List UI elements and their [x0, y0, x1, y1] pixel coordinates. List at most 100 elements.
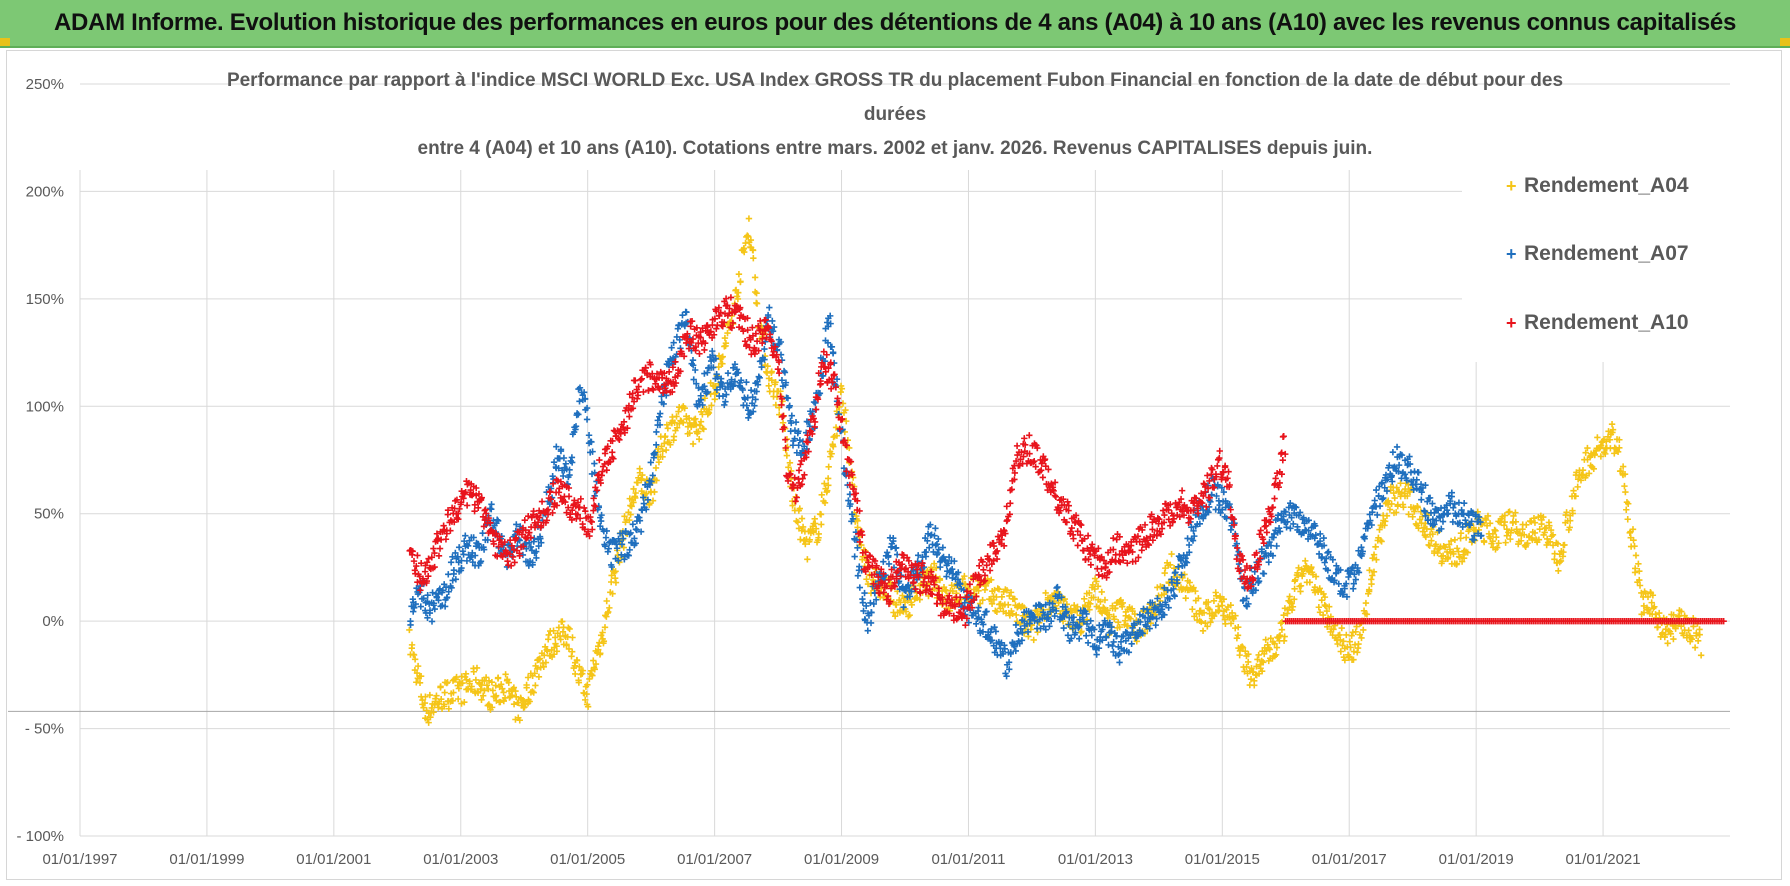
series-rendement-a04-point — [488, 679, 496, 686]
series-rendement-a04-point — [828, 450, 835, 457]
series-rendement-a04-point — [421, 699, 429, 707]
series-rendement-a07-point — [890, 535, 897, 542]
series-rendement-a07-point — [1407, 469, 1415, 476]
series-rendement-a04-point — [505, 679, 512, 686]
series-rendement-a07-point — [601, 543, 609, 550]
x-tick-label: 01/01/2013 — [1058, 851, 1133, 868]
series-rendement-a07-point — [591, 460, 598, 467]
series-rendement-a07-point — [656, 413, 663, 420]
series-rendement-a07-point — [975, 604, 982, 611]
series-rendement-a07-point — [470, 534, 477, 541]
series-rendement-a04-point — [1547, 526, 1555, 534]
series-rendement-a04-point — [1190, 584, 1197, 591]
series-rendement-a04-point — [821, 499, 829, 507]
series-rendement-a04-point — [891, 612, 899, 620]
series-rendement-a04-point — [1591, 451, 1599, 458]
series-rendement-a04-point — [1404, 492, 1411, 500]
series-rendement-a07-point — [1087, 617, 1094, 625]
series-rendement-a10-point — [1110, 535, 1117, 542]
series-rendement-a07-point — [719, 392, 727, 400]
series-rendement-a04-point — [1227, 601, 1234, 609]
series-rendement-a07-point — [1460, 499, 1468, 507]
series-rendement-a04-point — [1033, 608, 1041, 615]
series-rendement-a04-point — [832, 424, 840, 431]
series-rendement-a04-point — [523, 684, 530, 691]
series-rendement-a04-point — [1685, 627, 1692, 634]
series-rendement-a04-point — [724, 329, 731, 337]
series-rendement-a04-point — [1097, 598, 1104, 605]
series-rendement-a04-point — [1428, 537, 1435, 544]
series-rendement-a04-point — [1280, 611, 1287, 619]
series-rendement-a04-point — [838, 385, 846, 392]
series-rendement-a07-point — [1064, 632, 1072, 639]
series-rendement-a04-point — [1006, 592, 1013, 600]
series-rendement-a07-point — [1016, 640, 1023, 647]
series-rendement-a07-point — [806, 435, 813, 443]
series-rendement-a10-point — [609, 449, 616, 456]
series-rendement-a07-point — [618, 551, 625, 559]
series-rendement-a04-point — [689, 440, 697, 448]
series-rendement-a07-point — [504, 541, 512, 548]
series-rendement-a04-point — [1501, 512, 1509, 519]
legend-label-a10: Rendement_A10 — [1524, 311, 1689, 334]
series-rendement-a04-point — [1227, 620, 1235, 627]
series-rendement-a04-point — [1119, 599, 1126, 607]
series-rendement-a04-point — [1644, 593, 1652, 601]
series-rendement-a10-point — [1013, 442, 1021, 450]
series-rendement-a04-point — [572, 670, 579, 678]
series-rendement-a04-point — [482, 674, 490, 681]
series-rendement-a04-point — [1551, 556, 1558, 563]
series-rendement-a07-point — [576, 384, 584, 391]
series-rendement-a04-point — [638, 476, 645, 484]
series-rendement-a04-point — [1358, 634, 1365, 642]
series-rendement-a07-point — [637, 528, 645, 535]
series-rendement-a07-point — [683, 309, 690, 316]
series-rendement-a04-point — [1429, 530, 1436, 538]
series-rendement-a04-point — [1502, 539, 1509, 546]
series-rendement-a04-point — [1277, 619, 1285, 627]
series-rendement-a07-point — [1317, 530, 1324, 538]
series-rendement-a04-point — [1315, 604, 1323, 611]
series-rendement-a04-point — [1297, 582, 1305, 590]
series-rendement-a04-point — [1273, 644, 1281, 651]
series-rendement-a07-point — [1116, 659, 1123, 666]
series-rendement-a07-point — [730, 382, 737, 389]
series-rendement-a07-point — [417, 603, 424, 610]
series-rendement-a04-point — [1260, 659, 1267, 666]
series-rendement-a10-point — [797, 461, 804, 468]
series-rendement-a07-point — [980, 621, 987, 628]
series-rendement-a07-point — [1037, 603, 1045, 610]
series-rendement-a10-point — [638, 375, 645, 382]
series-rendement-a04-point — [1640, 609, 1648, 616]
series-rendement-a04-point — [639, 471, 646, 479]
series-rendement-a04-point — [440, 703, 448, 710]
series-rendement-a10-point — [580, 504, 588, 512]
series-rendement-a04-point — [499, 685, 506, 692]
series-rendement-a07-point — [572, 423, 580, 430]
chart-legend: + Rendement_A04 + Rendement_A07 + Rendem… — [1462, 162, 1732, 362]
series-rendement-a04-point — [837, 388, 845, 396]
series-rendement-a04-point — [858, 541, 865, 549]
series-rendement-a10-point — [1004, 516, 1011, 524]
series-rendement-a07-point — [1017, 625, 1024, 633]
series-rendement-a04-point — [1655, 609, 1663, 617]
series-rendement-a04-point — [1549, 542, 1557, 549]
series-rendement-a04-point — [1585, 470, 1593, 477]
series-rendement-a04-point — [661, 440, 668, 447]
y-tick-label: 150% — [26, 291, 64, 308]
series-rendement-a07-point — [699, 401, 706, 409]
series-rendement-a04-point — [905, 613, 912, 620]
series-rendement-a07-point — [859, 599, 867, 606]
series-rendement-a04-point — [1569, 507, 1576, 514]
series-rendement-a04-point — [1442, 544, 1449, 551]
series-rendement-a07-point — [532, 548, 540, 555]
series-rendement-a04-point — [1694, 637, 1702, 644]
series-rendement-a04-point — [1234, 632, 1242, 639]
series-rendement-a04-point — [1316, 585, 1323, 592]
series-rendement-a10-point — [1280, 433, 1287, 440]
series-rendement-a10-point — [719, 323, 726, 330]
series-rendement-a07-point — [689, 356, 697, 364]
series-rendement-a07-point — [670, 339, 677, 346]
series-rendement-a04-point — [1116, 623, 1123, 631]
series-rendement-a07-point — [1011, 643, 1018, 650]
